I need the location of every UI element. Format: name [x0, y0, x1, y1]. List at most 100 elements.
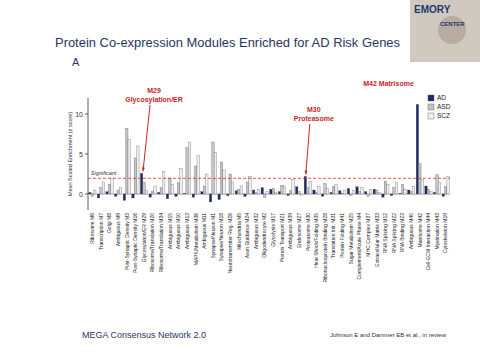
bar — [229, 174, 231, 194]
bar — [151, 192, 153, 194]
bar — [318, 187, 320, 194]
bar — [343, 190, 345, 194]
legend-swatch — [428, 113, 434, 119]
category-label: Translation Init. M31 — [330, 213, 336, 258]
legend-label: SCZ — [437, 112, 450, 119]
bar — [339, 191, 341, 194]
bar — [223, 170, 225, 194]
category-label: Cytoskeleton M19 — [442, 213, 448, 253]
annotation: Proteasome — [294, 115, 334, 122]
bar — [186, 148, 188, 194]
bar — [238, 189, 240, 194]
category-label: Ribonucleoprotein Binding M28 — [322, 213, 328, 283]
bar — [192, 194, 194, 197]
bar — [335, 184, 337, 194]
slide: EMORYCENTERProtein Co-expression Modules… — [0, 0, 480, 360]
bar — [373, 189, 375, 194]
bar — [97, 194, 99, 198]
bar — [356, 187, 358, 194]
bar — [416, 104, 418, 194]
bar — [149, 194, 151, 197]
category-label: Complement/Acute Phase M4 — [356, 213, 362, 280]
category-label: Ribosome/Translation M34 — [158, 213, 164, 273]
significance-line — [88, 178, 450, 179]
bar — [408, 190, 410, 194]
bar — [361, 188, 363, 194]
category-label: Post-Synaptic Density M16 — [132, 213, 138, 273]
bar — [387, 184, 389, 194]
bar — [298, 192, 300, 194]
bar — [341, 193, 343, 195]
bar — [350, 194, 352, 196]
annotation: M30 — [307, 106, 321, 113]
bar — [89, 192, 91, 194]
bar — [378, 192, 380, 194]
category-label: MHC Complex M37 — [365, 213, 371, 257]
bar — [404, 189, 406, 194]
bar — [261, 188, 263, 194]
bar — [347, 188, 349, 194]
category-label: Sugar Metabolism M25 — [348, 213, 354, 265]
bar — [212, 142, 214, 194]
category-label: Mitochondria M5 — [236, 213, 242, 250]
bar — [427, 189, 429, 194]
category-label: Ambiguous M39 — [287, 213, 293, 249]
bar — [132, 194, 134, 198]
logo-text: EMORY — [414, 4, 451, 15]
bar — [332, 187, 334, 194]
logo-text: CENTER — [440, 21, 465, 27]
bar — [160, 188, 162, 194]
category-label: Endosome M27 — [296, 213, 302, 248]
y-tick — [85, 154, 88, 155]
bar — [283, 187, 285, 194]
presenter — [438, 16, 466, 44]
category-label: Ambiguous M13 — [184, 213, 190, 249]
bar — [158, 192, 160, 194]
category-label: Axon Guidance M24 — [244, 213, 250, 259]
bar — [263, 194, 265, 197]
bar — [270, 189, 272, 194]
bar — [180, 168, 182, 194]
category-label: Golgi M8 — [106, 213, 112, 233]
bar — [438, 182, 440, 194]
legend-label: AD — [437, 94, 446, 101]
bar — [289, 191, 291, 194]
bar — [358, 192, 360, 194]
category-label: Ambiguous M10 — [175, 213, 181, 249]
bar — [326, 188, 328, 194]
bar — [369, 189, 371, 194]
bar — [309, 181, 311, 194]
background — [0, 0, 480, 360]
category-label: RNA Binding M23 — [399, 213, 405, 253]
annotation: M42 Matrisome — [363, 80, 414, 87]
bar — [175, 194, 177, 196]
category-label: RNA Splicing M12 — [382, 213, 388, 254]
bar — [111, 178, 113, 194]
bar — [206, 174, 208, 194]
bar — [444, 187, 446, 194]
bar — [390, 194, 392, 196]
bar — [143, 182, 145, 194]
bar — [304, 176, 306, 194]
bar — [401, 184, 403, 194]
arrow — [306, 124, 310, 174]
bar — [195, 166, 197, 194]
bar — [100, 188, 102, 194]
category-label: Myelination M43 — [434, 213, 440, 250]
footer: MEGA Consensus Network 2.0 — [82, 330, 206, 340]
bar — [292, 180, 294, 194]
category-label: Post-Synaptic Density M3 — [124, 213, 130, 270]
annotation: Glycosylation/ER — [125, 96, 183, 104]
category-label: Ambiguous M9 — [115, 213, 121, 247]
bar — [278, 192, 280, 194]
significance-label: Significant — [91, 170, 117, 176]
bars — [89, 104, 450, 202]
category-label: Ambiguous M11 — [201, 213, 207, 249]
y-tick-label: 5 — [79, 151, 83, 158]
annotation: M29 — [147, 87, 161, 94]
bar — [307, 188, 309, 194]
bar — [137, 146, 139, 194]
bar — [266, 192, 268, 194]
logo-box — [410, 0, 480, 62]
legend-swatch — [428, 104, 434, 110]
